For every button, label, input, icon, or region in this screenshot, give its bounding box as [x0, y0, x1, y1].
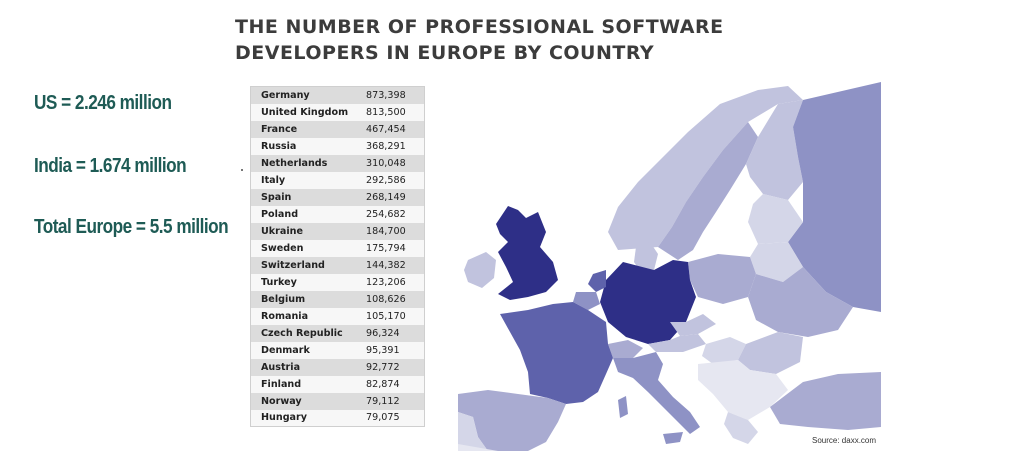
developer-count: 873,398 [366, 87, 425, 104]
country-name: Italy [251, 172, 367, 189]
table-row: United Kingdom 813,500 [251, 104, 425, 121]
country-name: Denmark [251, 342, 367, 359]
page-title: THE NUMBER OF PROFESSIONAL SOFTWARE DEVE… [235, 14, 795, 66]
developer-count: 368,291 [366, 138, 425, 155]
table-row: France 467,454 [251, 121, 425, 138]
developer-count: 144,382 [366, 257, 425, 274]
country-name: Germany [251, 87, 367, 104]
europe-map: Source: daxx.com [458, 82, 881, 451]
country-name: France [251, 121, 367, 138]
table-row: Norway 79,112 [251, 393, 425, 410]
map-source: Source: daxx.com [812, 436, 876, 445]
developer-count: 123,206 [366, 274, 425, 291]
developer-count: 82,874 [366, 376, 425, 393]
country-name: Ukraine [251, 223, 367, 240]
country-name: Switzerland [251, 257, 367, 274]
table-row: Netherlands 310,048 [251, 155, 425, 172]
region-poland [688, 254, 756, 304]
developers-table-body: Germany 873,398 United Kingdom 813,500 Franc… [251, 87, 425, 427]
stat-us: US = 2.246 million [34, 92, 171, 115]
developer-count: 92,772 [366, 359, 425, 376]
table-row: Switzerland 144,382 [251, 257, 425, 274]
table-row: Czech Republic 96,324 [251, 325, 425, 342]
country-name: Romania [251, 308, 367, 325]
table-row: Germany 873,398 [251, 87, 425, 104]
table-row: Turkey 123,206 [251, 274, 425, 291]
country-name: Norway [251, 393, 367, 410]
stray-dot [241, 169, 243, 171]
developer-count: 175,794 [366, 240, 425, 257]
table-row: Romania 105,170 [251, 308, 425, 325]
title-line-1: THE NUMBER OF PROFESSIONAL SOFTWARE [235, 14, 795, 40]
title-line-2: DEVELOPERS IN EUROPE BY COUNTRY [235, 40, 795, 66]
developer-count: 813,500 [366, 104, 425, 121]
developer-count: 95,391 [366, 342, 425, 359]
table-row: Finland 82,874 [251, 376, 425, 393]
developers-table: Germany 873,398 United Kingdom 813,500 Franc… [250, 86, 425, 427]
country-name: Netherlands [251, 155, 367, 172]
table-row: Denmark 95,391 [251, 342, 425, 359]
table-row: Poland 254,682 [251, 206, 425, 223]
developer-count: 96,324 [366, 325, 425, 342]
country-name: Finland [251, 376, 367, 393]
country-name: Austria [251, 359, 367, 376]
stat-india: India = 1.674 million [34, 155, 186, 178]
developer-count: 467,454 [366, 121, 425, 138]
country-name: United Kingdom [251, 104, 367, 121]
country-name: Russia [251, 138, 367, 155]
developer-count: 108,626 [366, 291, 425, 308]
table-row: Belgium 108,626 [251, 291, 425, 308]
table-row: Italy 292,586 [251, 172, 425, 189]
table-row: Russia 368,291 [251, 138, 425, 155]
developer-count: 268,149 [366, 189, 425, 206]
developer-count: 310,048 [366, 155, 425, 172]
country-name: Turkey [251, 274, 367, 291]
country-name: Poland [251, 206, 367, 223]
table-row: Austria 92,772 [251, 359, 425, 376]
table-row: Ukraine 184,700 [251, 223, 425, 240]
country-name: Spain [251, 189, 367, 206]
developer-count: 79,075 [366, 410, 425, 427]
developer-count: 254,682 [366, 206, 425, 223]
stat-total-europe: Total Europe = 5.5 million [34, 216, 228, 239]
country-name: Czech Republic [251, 325, 367, 342]
developer-count: 79,112 [366, 393, 425, 410]
table-row: Hungary 79,075 [251, 410, 425, 427]
developer-count: 292,586 [366, 172, 425, 189]
developer-count: 105,170 [366, 308, 425, 325]
country-name: Belgium [251, 291, 367, 308]
developer-count: 184,700 [366, 223, 425, 240]
table-row: Sweden 175,794 [251, 240, 425, 257]
country-name: Sweden [251, 240, 367, 257]
table-row: Spain 268,149 [251, 189, 425, 206]
country-name: Hungary [251, 410, 367, 427]
